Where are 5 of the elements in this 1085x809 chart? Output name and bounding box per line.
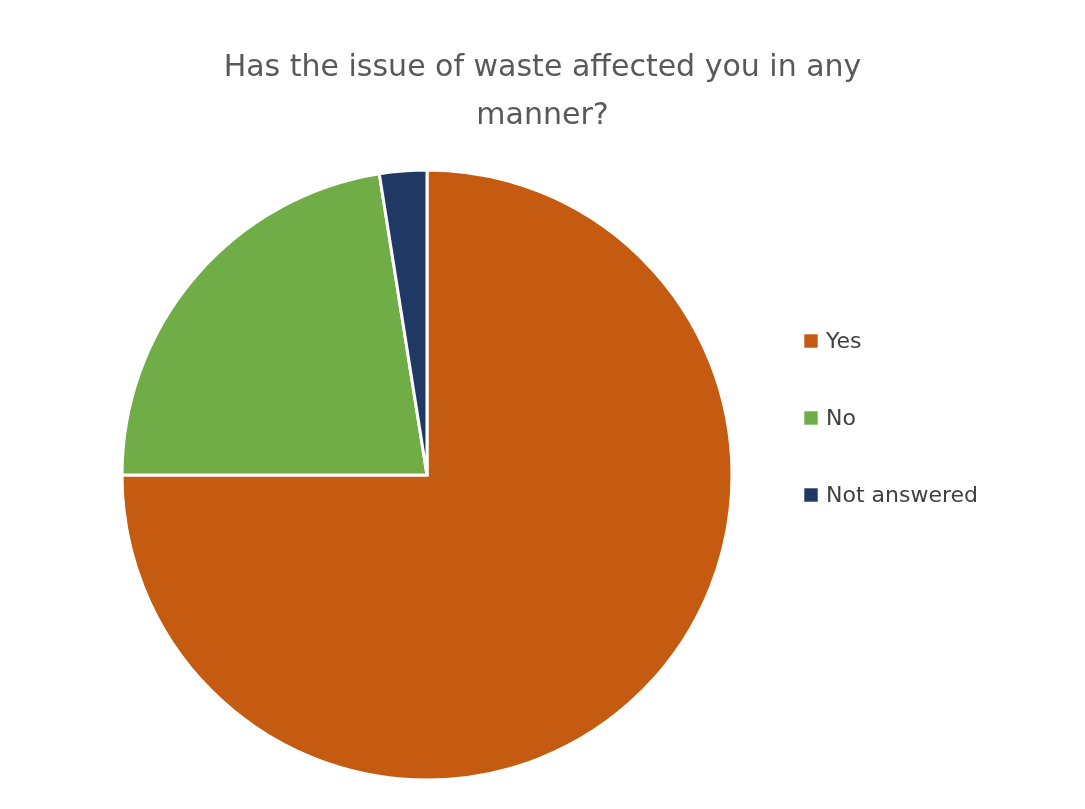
legend-label: Not answered: [826, 482, 979, 507]
legend-label: No: [826, 405, 856, 430]
chart-title: Has the issue of waste affected you in any manner?: [223, 48, 862, 131]
legend-label: Yes: [825, 328, 862, 353]
pie-slice: [120, 168, 734, 782]
